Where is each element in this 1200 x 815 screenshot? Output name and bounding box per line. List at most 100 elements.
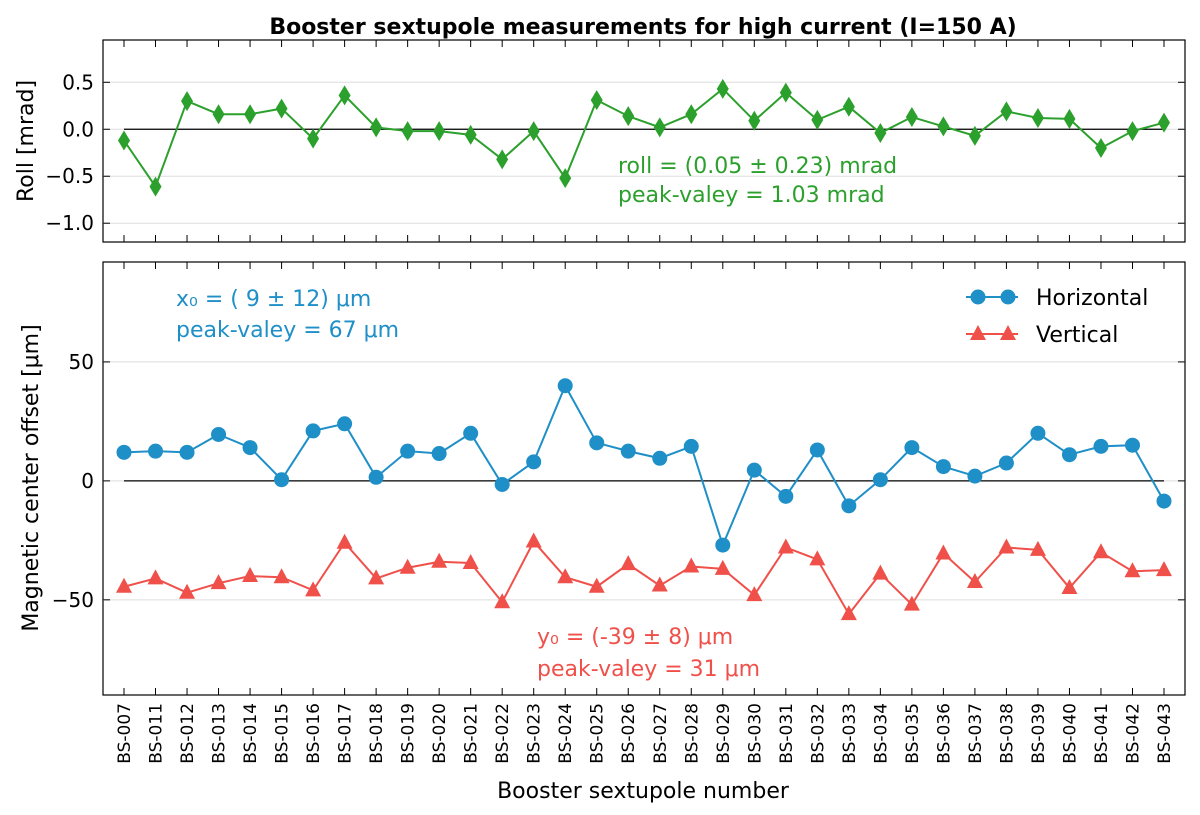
series-line xyxy=(123,87,1165,189)
roll-panel: 0.5 0.0 −0.5 −1.0 Roll [mrad] roll = (0.05 … xyxy=(14,39,1186,243)
data-point-marker xyxy=(337,416,353,432)
data-point-marker xyxy=(1156,561,1172,577)
data-point-marker xyxy=(464,124,477,145)
x-tick-label: BS-023 xyxy=(525,703,545,764)
legend-vertical-marker xyxy=(970,325,986,340)
x-tick-label: BS-036 xyxy=(934,703,954,764)
data-point-marker xyxy=(588,577,605,593)
data-point-marker xyxy=(683,438,699,454)
data-point-marker xyxy=(1000,101,1013,122)
chart-title: Booster sextupole measurements for high … xyxy=(269,15,1016,40)
data-point-marker xyxy=(210,574,227,590)
data-point-marker xyxy=(275,98,288,119)
data-point-marker xyxy=(1158,112,1170,133)
data-point-marker xyxy=(274,472,290,488)
data-point-marker xyxy=(968,125,981,146)
data-point-marker xyxy=(714,559,731,575)
data-point-marker xyxy=(1029,540,1046,556)
data-point-marker xyxy=(652,450,668,466)
data-point-marker xyxy=(431,446,447,462)
data-point-marker xyxy=(651,576,668,592)
data-point-marker xyxy=(778,488,794,504)
x-tick-label: BS-034 xyxy=(871,703,891,764)
data-point-marker xyxy=(1094,138,1107,159)
x-tick-label: BS-015 xyxy=(273,703,293,764)
y-tick-label: 0.5 xyxy=(62,70,94,94)
data-point-marker xyxy=(496,149,509,170)
y-tick-label: −0.5 xyxy=(45,164,94,188)
x-tick-label: BS-035 xyxy=(903,703,923,764)
offset-panel: 500−50 BS-007 BS-011 BS-012 BS-013 BS-014 BS-… xyxy=(19,261,1186,804)
data-point-marker xyxy=(149,176,162,197)
data-point-marker xyxy=(463,425,479,441)
x-tick-label: BS-018 xyxy=(367,703,387,764)
data-point-marker xyxy=(967,468,983,484)
data-point-marker xyxy=(494,593,511,609)
x-tick-label: BS-017 xyxy=(336,703,356,764)
x-tick-label: BS-007 xyxy=(115,703,135,764)
data-point-marker xyxy=(244,104,257,125)
offset-plot-frame xyxy=(102,261,1186,696)
x-tick-label: BS-011 xyxy=(147,703,167,764)
data-point-marker xyxy=(811,109,824,130)
x-tick-label: BS-037 xyxy=(966,703,986,764)
data-point-marker xyxy=(179,444,195,460)
roll-annotation-line-2: peak-valey = 1.03 mrad xyxy=(618,183,885,208)
data-point-marker xyxy=(935,459,951,475)
horizontal-annotation-line-1: x₀ = ( 9 ± 12) μm xyxy=(176,287,371,312)
data-point-marker xyxy=(1124,437,1140,453)
offset-x-ticks: BS-007 BS-011 BS-012 BS-013 BS-014 BS-015 BS-0… xyxy=(115,262,1175,764)
legend-horizontal-label: Horizontal xyxy=(1036,286,1148,311)
data-point-marker xyxy=(148,443,164,459)
horizontal-series xyxy=(116,378,1172,553)
y-tick-label: −50 xyxy=(52,588,94,612)
data-point-marker xyxy=(840,605,857,621)
y-tick-label: −1.0 xyxy=(45,211,94,235)
data-point-marker xyxy=(181,91,194,112)
y-tick-label: 50 xyxy=(69,350,94,374)
data-point-marker xyxy=(1031,107,1044,128)
data-point-marker xyxy=(1156,493,1172,509)
offset-y-ticks: 50 0 −50 xyxy=(52,350,1185,612)
data-point-marker xyxy=(370,117,383,138)
data-point-marker xyxy=(118,130,130,151)
data-point-marker xyxy=(526,454,542,470)
data-point-marker xyxy=(620,443,636,459)
data-point-marker xyxy=(590,90,603,111)
data-point-marker xyxy=(935,544,952,560)
data-point-marker xyxy=(779,82,792,103)
data-point-marker xyxy=(527,121,540,142)
data-point-marker xyxy=(716,78,729,99)
horizontal-annotation-line-2: peak-valey = 67 μm xyxy=(176,318,399,343)
data-point-marker xyxy=(904,440,920,456)
legend-vertical-marker xyxy=(1000,325,1016,340)
data-point-marker xyxy=(622,106,635,127)
data-point-marker xyxy=(273,568,290,584)
x-axis-label: Booster sextupole number xyxy=(497,779,790,804)
data-point-marker xyxy=(998,455,1014,471)
data-point-marker xyxy=(841,498,857,514)
roll-series xyxy=(118,78,1170,197)
data-point-marker xyxy=(559,168,572,189)
x-tick-label: BS-043 xyxy=(1155,703,1175,764)
data-point-marker xyxy=(1124,562,1141,578)
data-point-marker xyxy=(147,569,164,585)
data-point-marker xyxy=(777,538,794,554)
data-point-marker xyxy=(401,121,414,142)
data-point-marker xyxy=(557,378,573,394)
data-point-marker xyxy=(903,595,920,611)
legend-horizontal-marker xyxy=(970,289,986,305)
x-tick-label: BS-039 xyxy=(1029,703,1049,764)
x-tick-label: BS-038 xyxy=(997,703,1017,764)
legend-horizontal-marker xyxy=(1000,289,1016,305)
x-tick-label: BS-032 xyxy=(808,703,828,764)
data-point-marker xyxy=(431,552,448,568)
offset-y-axis-label: Magnetic center offset [μm] xyxy=(19,324,44,631)
data-point-marker xyxy=(368,469,384,485)
x-tick-label: BS-022 xyxy=(493,703,513,764)
data-point-marker xyxy=(494,476,510,492)
data-point-marker xyxy=(211,426,227,442)
data-point-marker xyxy=(399,558,416,574)
data-point-marker xyxy=(748,110,761,131)
data-point-marker xyxy=(462,553,479,569)
